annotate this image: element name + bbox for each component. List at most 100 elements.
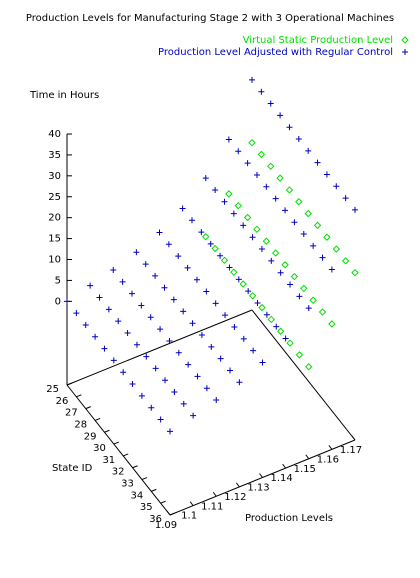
y-tick [122,453,129,457]
data-point [179,205,186,212]
data-point [323,171,330,178]
y-tick-label: 30 [93,443,106,454]
data-point [120,369,127,376]
data-point [148,404,155,411]
x-tick-label: 1.12 [224,492,246,503]
data-point [248,292,257,300]
y-tick [66,382,73,386]
data-point [82,321,89,328]
data-point [342,195,349,202]
data-point [328,320,336,328]
data-point [295,136,302,143]
data-point [227,367,234,374]
data-point [225,190,233,198]
z-tick-label: 0 [55,296,61,307]
data-point [221,198,228,205]
y-tick-label: 26 [56,396,69,407]
data-point [185,361,192,368]
data-point [258,88,265,95]
data-point [234,201,242,210]
data-point [180,308,187,315]
data-point [249,234,256,241]
data-point [262,237,271,245]
data-point [226,264,233,271]
data-point [171,389,178,396]
data-point [341,257,350,265]
data-point [286,124,293,131]
data-point [217,252,224,259]
x-tick [235,482,240,488]
data-point [319,254,326,261]
data-point [202,175,209,182]
data-point [273,323,280,330]
data-point [254,299,261,306]
data-point [184,264,191,271]
x-tick [305,454,310,460]
data-point [272,195,279,202]
data-point [333,183,340,190]
data-point [243,213,252,222]
x-tick-label: 1.14 [270,473,292,484]
data-point [239,280,247,288]
y-tick-label: 33 [121,479,134,490]
data-point [257,150,266,159]
data-point [222,312,229,319]
data-point [328,266,335,273]
data-point [133,341,140,348]
data-point [175,349,182,356]
data-point [202,233,210,241]
data-point [217,355,224,362]
data-point [258,246,265,253]
axis-line [66,309,253,386]
data-point [157,416,164,423]
data-point [190,412,197,419]
x-tick [328,445,333,450]
data-point [142,261,149,268]
data-point [271,249,280,257]
data-point [198,229,205,236]
data-point [166,337,173,344]
data-point [305,147,312,154]
y-tick [94,417,101,421]
data-point [170,296,177,303]
x-axis-label: Production Levels [245,513,333,524]
data-point [290,272,299,281]
data-point [231,324,238,331]
data-point [267,162,275,171]
data-point [162,377,169,384]
data-point [235,148,242,155]
data-point [276,327,285,335]
data-point [175,253,182,260]
data-point [351,268,359,277]
data-point [167,428,173,435]
data-point [332,245,340,253]
data-point [212,300,219,307]
data-point [213,397,220,404]
x-tick-label: 1.15 [294,464,316,475]
data-point [314,159,321,166]
data-point [263,183,270,190]
x-tick [212,491,217,497]
data-point [157,326,164,333]
data-point [198,332,205,339]
data-point [203,385,210,392]
data-point [235,276,242,283]
data-point [304,209,312,218]
data-point [263,311,270,318]
data-point [277,112,284,119]
x-tick-label: 1.13 [247,483,269,494]
data-point [248,138,256,147]
y-tick [132,465,138,469]
data-point [236,379,243,386]
y-tick-label: 32 [112,467,125,478]
chart-title: Production Levels for Manufacturing Stag… [26,13,394,24]
x-tick [166,510,171,516]
y-tick [169,512,176,516]
y-tick-label: 31 [102,455,115,466]
data-point [240,222,247,229]
data-point [276,174,284,182]
data-point [115,318,122,325]
data-point [87,282,94,289]
data-point [296,293,303,300]
data-point [188,217,195,224]
